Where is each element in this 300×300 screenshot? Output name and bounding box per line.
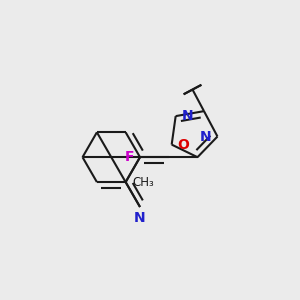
Text: N: N — [134, 211, 146, 225]
Text: F: F — [125, 150, 134, 164]
Text: O: O — [177, 138, 189, 152]
Text: N: N — [200, 130, 212, 143]
Text: CH₃: CH₃ — [132, 176, 154, 189]
Text: N: N — [182, 109, 193, 123]
